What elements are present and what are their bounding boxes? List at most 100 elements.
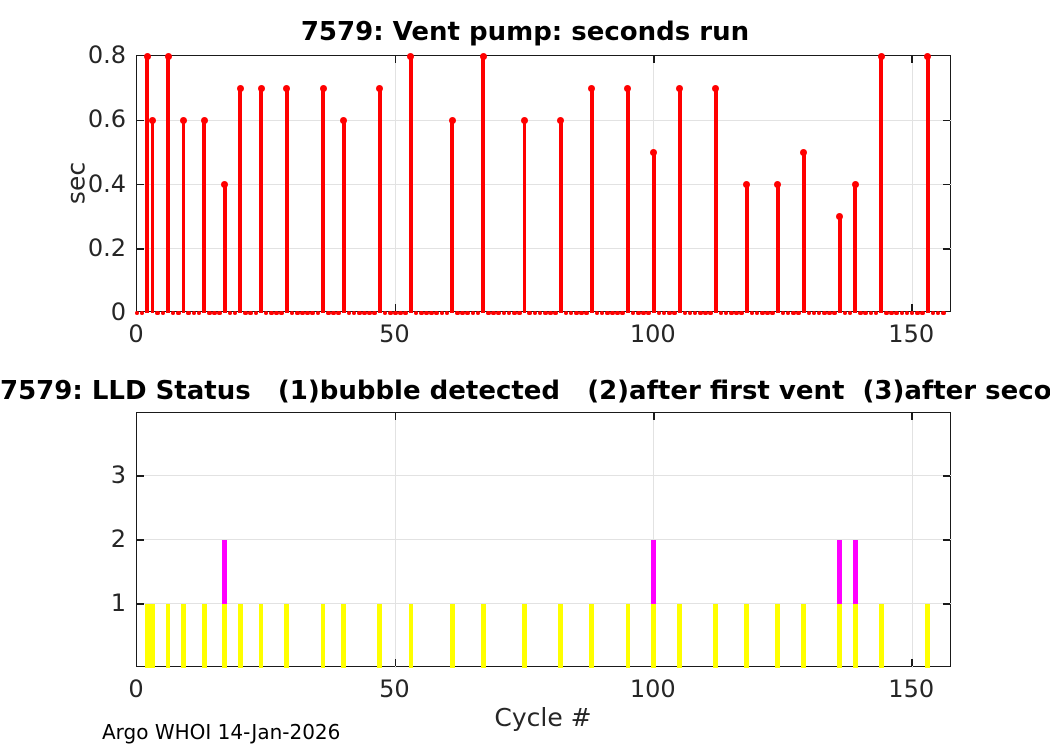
- zero-marker: [630, 310, 636, 316]
- zero-marker: [672, 310, 677, 316]
- status-bar-level1: [651, 603, 657, 668]
- stem-marker: [588, 84, 596, 92]
- zero-marker: [847, 310, 853, 316]
- zero-marker: [899, 310, 905, 316]
- status-bar-level1: [222, 603, 228, 668]
- zero-marker: [796, 310, 801, 316]
- zero-marker: [527, 310, 533, 316]
- zero-marker: [336, 310, 341, 316]
- stem-marker: [407, 52, 415, 60]
- zero-marker: [517, 310, 522, 316]
- zero-marker: [553, 310, 558, 316]
- zero-marker: [832, 310, 837, 316]
- status-bar-level2: [852, 539, 858, 604]
- status-bar-level1: [181, 603, 186, 668]
- status-bar-level1: [713, 603, 719, 668]
- zero-marker: [212, 310, 217, 316]
- zero-marker: [455, 310, 460, 316]
- stem-line: [522, 120, 527, 313]
- x-tick-mark: [394, 56, 397, 63]
- zero-marker: [604, 310, 610, 316]
- zero-marker: [511, 310, 517, 316]
- stem-marker: [800, 148, 808, 156]
- stem-marker: [180, 116, 187, 124]
- zero-marker: [439, 310, 445, 316]
- zero-marker: [279, 310, 284, 316]
- status-bar-level1: [878, 603, 884, 668]
- status-bar-level1: [522, 603, 527, 668]
- zero-marker: [429, 310, 434, 316]
- zero-marker: [610, 310, 615, 316]
- stem-line: [202, 120, 207, 313]
- zero-marker: [393, 310, 398, 316]
- horizontal-gridline: [137, 539, 952, 541]
- y-tick-label: 0: [110, 298, 126, 326]
- zero-marker: [274, 310, 279, 316]
- status-bar-level1: [801, 603, 807, 668]
- x-tick-label: 150: [888, 320, 935, 348]
- lld-status-plot-area: [136, 412, 952, 668]
- zero-marker: [760, 310, 765, 316]
- zero-marker: [501, 310, 507, 316]
- y-tick-label: 2: [110, 524, 126, 553]
- y-tick-label: 0.6: [87, 105, 126, 134]
- y-tick-mark: [137, 119, 144, 121]
- horizontal-gridline: [137, 475, 952, 477]
- stem-marker: [283, 84, 291, 92]
- zero-marker: [904, 310, 910, 316]
- stem-line: [222, 184, 227, 313]
- x-tick-mark: [394, 304, 397, 311]
- stem-line: [651, 152, 656, 313]
- vent-pump-chart-title: 7579: Vent pump: seconds run: [300, 17, 750, 47]
- stem-marker: [319, 84, 327, 92]
- zero-marker: [170, 310, 176, 316]
- status-bar-level1: [258, 603, 264, 668]
- x-tick-label: 0: [128, 320, 144, 348]
- zero-marker: [351, 310, 357, 316]
- stem-line: [744, 184, 749, 313]
- zero-marker: [346, 310, 352, 316]
- zero-marker: [362, 310, 367, 316]
- stem-marker: [448, 116, 456, 124]
- y-tick-label: 0.8: [87, 41, 126, 69]
- stem-marker: [774, 181, 782, 188]
- cycle-number-xlabel: Cycle #: [494, 703, 592, 732]
- status-bar-level1: [925, 603, 931, 668]
- stem-line: [677, 88, 682, 313]
- status-bar-level1: [480, 603, 486, 668]
- zero-marker: [444, 310, 450, 316]
- stem-line: [166, 56, 170, 313]
- y-tick-mark: [137, 539, 144, 541]
- zero-marker: [687, 310, 693, 316]
- status-bar-level1: [775, 603, 781, 668]
- zero-marker: [811, 310, 817, 316]
- zero-marker: [584, 310, 589, 316]
- stem-line: [284, 88, 289, 313]
- stem-line: [409, 56, 413, 313]
- zero-marker: [698, 310, 703, 316]
- stem-marker: [149, 116, 156, 124]
- status-bar-level2: [651, 539, 657, 604]
- zero-marker: [196, 310, 202, 316]
- stem-marker: [676, 84, 684, 92]
- zero-marker: [232, 310, 238, 316]
- status-bar-level1: [377, 603, 383, 668]
- zero-marker: [372, 310, 378, 316]
- stem-marker: [521, 116, 529, 124]
- y-tick-mark: [137, 248, 144, 250]
- stem-marker: [924, 52, 932, 60]
- stem-marker: [143, 52, 151, 60]
- y-tick-label: 0.2: [87, 233, 126, 262]
- stem-marker: [877, 52, 885, 60]
- zero-marker: [537, 310, 543, 316]
- zero-marker: [682, 310, 688, 316]
- y-tick-label: 3: [110, 460, 126, 489]
- status-bar-level1: [150, 603, 155, 668]
- zero-marker: [289, 310, 295, 316]
- lld-status-chart-title: 7579: LLD Status (1)bubble detected (2)a…: [0, 376, 1050, 406]
- zero-marker: [207, 310, 212, 316]
- status-bar-level1: [837, 603, 843, 668]
- y-tick-mark: [943, 183, 950, 186]
- zero-marker: [615, 310, 620, 316]
